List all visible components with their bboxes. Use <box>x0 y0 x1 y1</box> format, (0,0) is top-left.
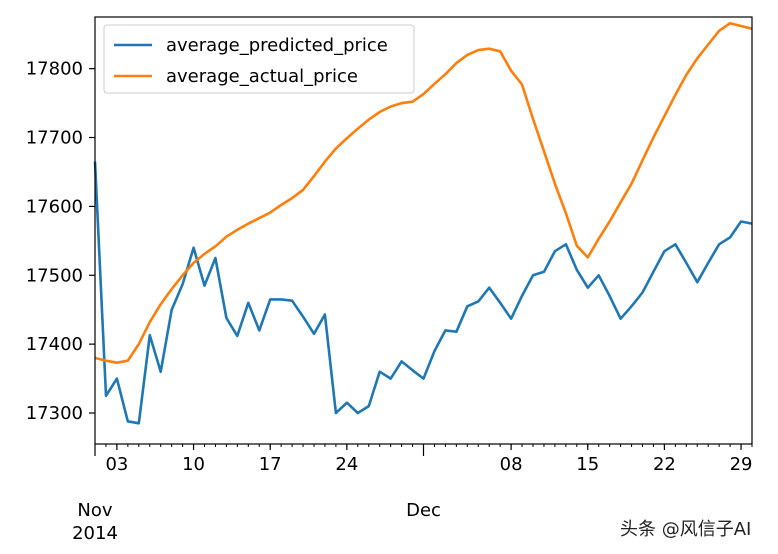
series-line-average-predicted-price <box>93 161 753 425</box>
x-tick-label: 15 <box>576 454 599 475</box>
y-tick-label: 17600 <box>26 196 83 217</box>
x-tick-label: 22 <box>653 454 676 475</box>
legend-label: average_predicted_price <box>166 35 388 56</box>
x-tick-label: 24 <box>335 454 358 475</box>
plot-lines <box>93 21 753 425</box>
x-tick-label: 17 <box>259 454 282 475</box>
legend-label: average_actual_price <box>166 66 358 87</box>
series-line-average-actual-price <box>94 21 753 365</box>
legend: average_predicted_price average_actual_pr… <box>103 24 415 94</box>
y-tick-label: 17400 <box>26 334 83 355</box>
x-tick-label: 10 <box>182 454 205 475</box>
y-tick-label: 17500 <box>26 265 83 286</box>
y-tick-label: 17700 <box>26 128 83 149</box>
x-tick-label: 29 <box>730 454 753 475</box>
legend-box <box>103 24 415 94</box>
x-year-label: 2014 <box>72 523 118 544</box>
axes: 17300 17400 17500 17600 17700 17800 03 10 17 24 08… <box>26 16 753 544</box>
y-tick-label: 17800 <box>26 59 83 80</box>
watermark-text: 头条 @风信子AI <box>620 519 751 540</box>
y-tick-label: 17300 <box>26 403 83 424</box>
x-month-label: Dec <box>406 500 441 521</box>
x-tick-label: 03 <box>105 454 128 475</box>
x-month-label: Nov <box>77 500 112 521</box>
x-tick-label: 08 <box>500 454 523 475</box>
